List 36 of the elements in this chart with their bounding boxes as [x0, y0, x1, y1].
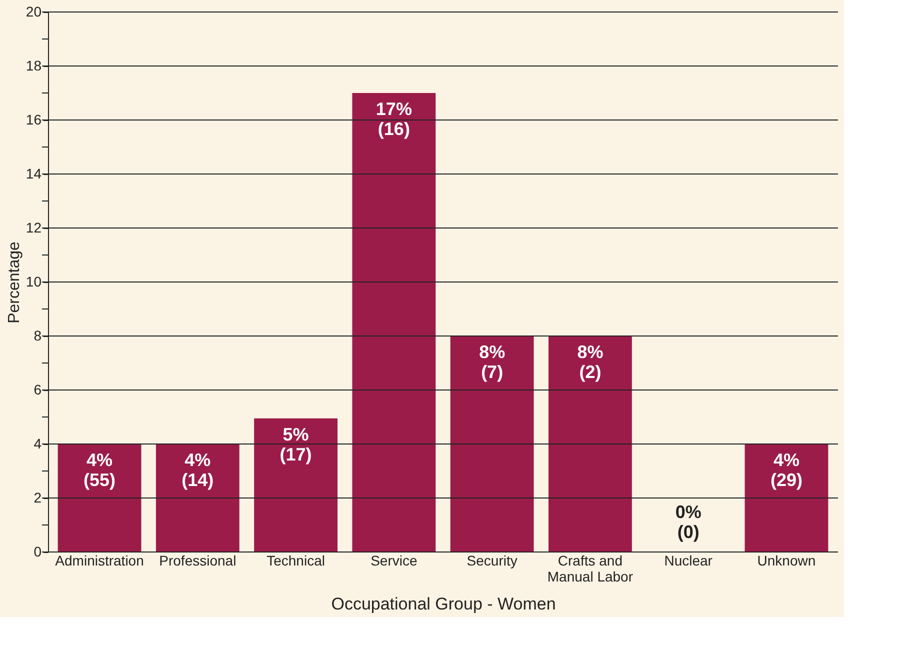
- x-tick-label: Professional: [159, 552, 236, 568]
- bar: [352, 93, 436, 552]
- x-axis-title: Occupational Group - Women: [331, 594, 556, 614]
- y-tick-label: 2: [34, 490, 42, 506]
- bar: [450, 336, 534, 552]
- x-tick-label: Unknown: [757, 552, 816, 568]
- bar: [254, 418, 338, 552]
- y-tick-label: 16: [26, 112, 42, 128]
- y-tick-label: 20: [26, 4, 42, 20]
- y-axis-title: Percentage: [6, 241, 23, 324]
- y-tick-label: 12: [26, 220, 42, 236]
- data-label: 4% (55): [84, 450, 116, 490]
- x-tick-label: Technical: [266, 552, 325, 568]
- bar: [744, 444, 828, 552]
- x-tick-label: Crafts and Manual Labor: [547, 552, 634, 584]
- bar: [156, 444, 240, 552]
- data-label: 4% (29): [770, 450, 802, 490]
- y-tick-label: 10: [26, 274, 42, 290]
- data-label: 5% (17): [280, 424, 312, 464]
- x-tick-label: Nuclear: [664, 552, 713, 568]
- y-tick-label: 14: [26, 166, 42, 182]
- data-label: 8% (7): [479, 342, 506, 382]
- data-label: 17% (16): [376, 99, 412, 139]
- y-tick-label: 0: [34, 544, 42, 560]
- data-label: 0% (0): [675, 502, 702, 542]
- x-tick-label: Service: [370, 552, 418, 568]
- y-tick-label: 18: [26, 58, 42, 74]
- x-tick-label: Administration: [55, 552, 144, 568]
- y-tick-label: 8: [34, 328, 42, 344]
- bar: [58, 444, 142, 552]
- data-label: 4% (14): [182, 450, 214, 490]
- y-tick-label: 4: [34, 436, 42, 452]
- data-label: 8% (2): [577, 342, 604, 382]
- x-tick-label: Security: [466, 552, 518, 568]
- bar: [548, 336, 632, 552]
- y-tick-label: 6: [34, 382, 42, 398]
